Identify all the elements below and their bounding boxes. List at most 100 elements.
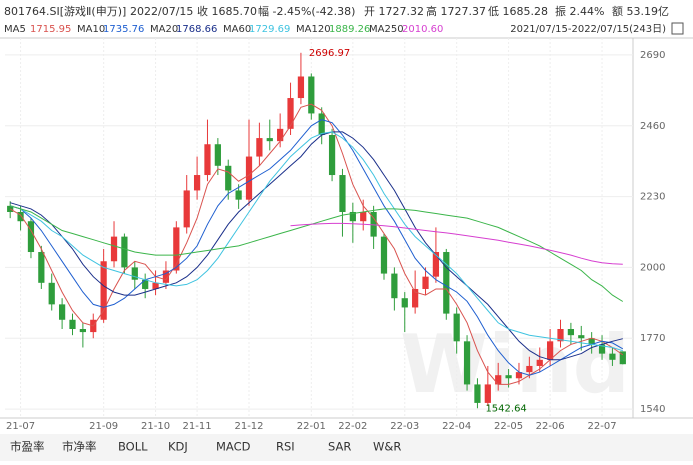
candle-body xyxy=(193,175,201,191)
candle-body xyxy=(588,338,595,345)
ma-line xyxy=(9,103,624,385)
candle-body xyxy=(58,304,66,320)
candle-body xyxy=(287,98,294,129)
ma-line xyxy=(10,205,624,302)
amount: 额 53.19亿 xyxy=(612,5,669,18)
candle-body xyxy=(142,279,149,289)
y-tick-label: 1770 xyxy=(640,333,665,344)
date-range: 2021/07/15-2022/07/15(243日) xyxy=(510,24,666,35)
date: 2022/07/15 xyxy=(130,5,193,18)
candle-body xyxy=(214,144,221,166)
candle-body xyxy=(505,375,512,379)
tab[interactable]: W&R xyxy=(373,440,401,454)
candle-body xyxy=(318,113,325,136)
tab[interactable]: MACD xyxy=(216,440,251,454)
candle-body xyxy=(38,252,45,283)
tab[interactable]: KDJ xyxy=(168,440,188,454)
candle-body xyxy=(412,288,419,308)
candle-body xyxy=(297,76,305,99)
legend-name: MA20 xyxy=(150,24,178,35)
candle-body xyxy=(277,128,284,142)
candle-body xyxy=(484,384,491,403)
candle-body xyxy=(619,351,626,365)
x-tick-label: 22-05 xyxy=(494,421,523,432)
tab[interactable]: SAR xyxy=(328,440,351,454)
ma-line xyxy=(10,119,624,376)
candle-body xyxy=(266,138,273,142)
candle-body xyxy=(79,329,86,333)
tab-bar xyxy=(0,434,693,461)
candle-body xyxy=(27,221,35,253)
tab[interactable]: 市盈率 xyxy=(10,440,45,454)
tab[interactable]: 市净率 xyxy=(62,440,97,454)
legend-name: MA60 xyxy=(223,24,251,35)
candle-body xyxy=(453,313,460,342)
settings-icon[interactable] xyxy=(671,22,684,35)
watermark: Wind xyxy=(400,318,630,411)
legend-value: 1735.76 xyxy=(103,24,144,35)
candle-body xyxy=(235,190,242,200)
high: 高 1727.37 xyxy=(426,4,486,18)
candle-body xyxy=(100,261,107,320)
candle-body xyxy=(422,276,429,289)
x-tick-label: 22-07 xyxy=(588,421,617,432)
x-tick-label: 22-01 xyxy=(297,421,326,432)
min-label: 1542.64 xyxy=(485,403,526,414)
x-tick-label: 22-06 xyxy=(536,421,565,432)
legend-name: MA250 xyxy=(369,24,404,35)
candle-body xyxy=(7,205,14,212)
legend-name: MA10 xyxy=(77,24,105,35)
candle-body xyxy=(256,138,263,157)
y-tick-label: 2230 xyxy=(640,192,665,203)
candle-body xyxy=(547,341,554,360)
legend-name: MA5 xyxy=(4,24,26,35)
candle-body xyxy=(609,353,616,360)
candle-body xyxy=(598,344,606,354)
candle-body xyxy=(443,252,450,314)
candle-body xyxy=(183,190,190,228)
candle-body xyxy=(131,267,138,280)
candle-body xyxy=(328,135,336,176)
candle-body xyxy=(401,298,408,308)
candle-body xyxy=(225,165,232,191)
candle-body xyxy=(360,211,367,222)
candle-body xyxy=(370,211,377,237)
x-tick-label: 22-02 xyxy=(338,421,367,432)
candle-body xyxy=(173,227,180,271)
ma-line xyxy=(10,131,623,361)
legend-name: MA120 xyxy=(296,24,331,35)
candle-body xyxy=(536,359,543,366)
candle-body xyxy=(474,384,481,403)
ma-line xyxy=(290,222,623,265)
candle-body xyxy=(349,211,356,222)
x-tick-label: 21-11 xyxy=(183,421,212,432)
candle-body xyxy=(204,144,211,176)
amplitude: 振 2.44% xyxy=(555,4,604,18)
candle-body xyxy=(391,273,398,299)
candle-body xyxy=(152,282,159,289)
legend-value: 1889.26 xyxy=(329,24,370,35)
ma-line xyxy=(10,131,623,352)
candle-body xyxy=(578,335,585,339)
legend-value: 1768.66 xyxy=(176,24,217,35)
x-tick-label: 21-07 xyxy=(6,421,35,432)
change: 幅 -2.45%(-42.38) xyxy=(258,5,355,18)
candle-body xyxy=(515,372,523,379)
candle-body xyxy=(557,329,564,342)
y-tick-label: 2000 xyxy=(640,262,665,273)
x-tick-label: 21-12 xyxy=(234,421,263,432)
x-tick-label: 22-03 xyxy=(390,421,419,432)
x-tick-label: 21-10 xyxy=(141,421,170,432)
candle-body xyxy=(432,252,440,277)
tab[interactable]: RSI xyxy=(276,440,295,454)
candle-body xyxy=(162,270,170,283)
tab[interactable]: BOLL xyxy=(118,440,148,454)
close: 收 1685.70 xyxy=(197,4,257,18)
candle-body xyxy=(17,211,24,222)
candle-body xyxy=(48,282,55,305)
code: 801764.SI[游戏Ⅱ(申万)] xyxy=(4,5,126,18)
max-label: 2696.97 xyxy=(309,48,350,59)
